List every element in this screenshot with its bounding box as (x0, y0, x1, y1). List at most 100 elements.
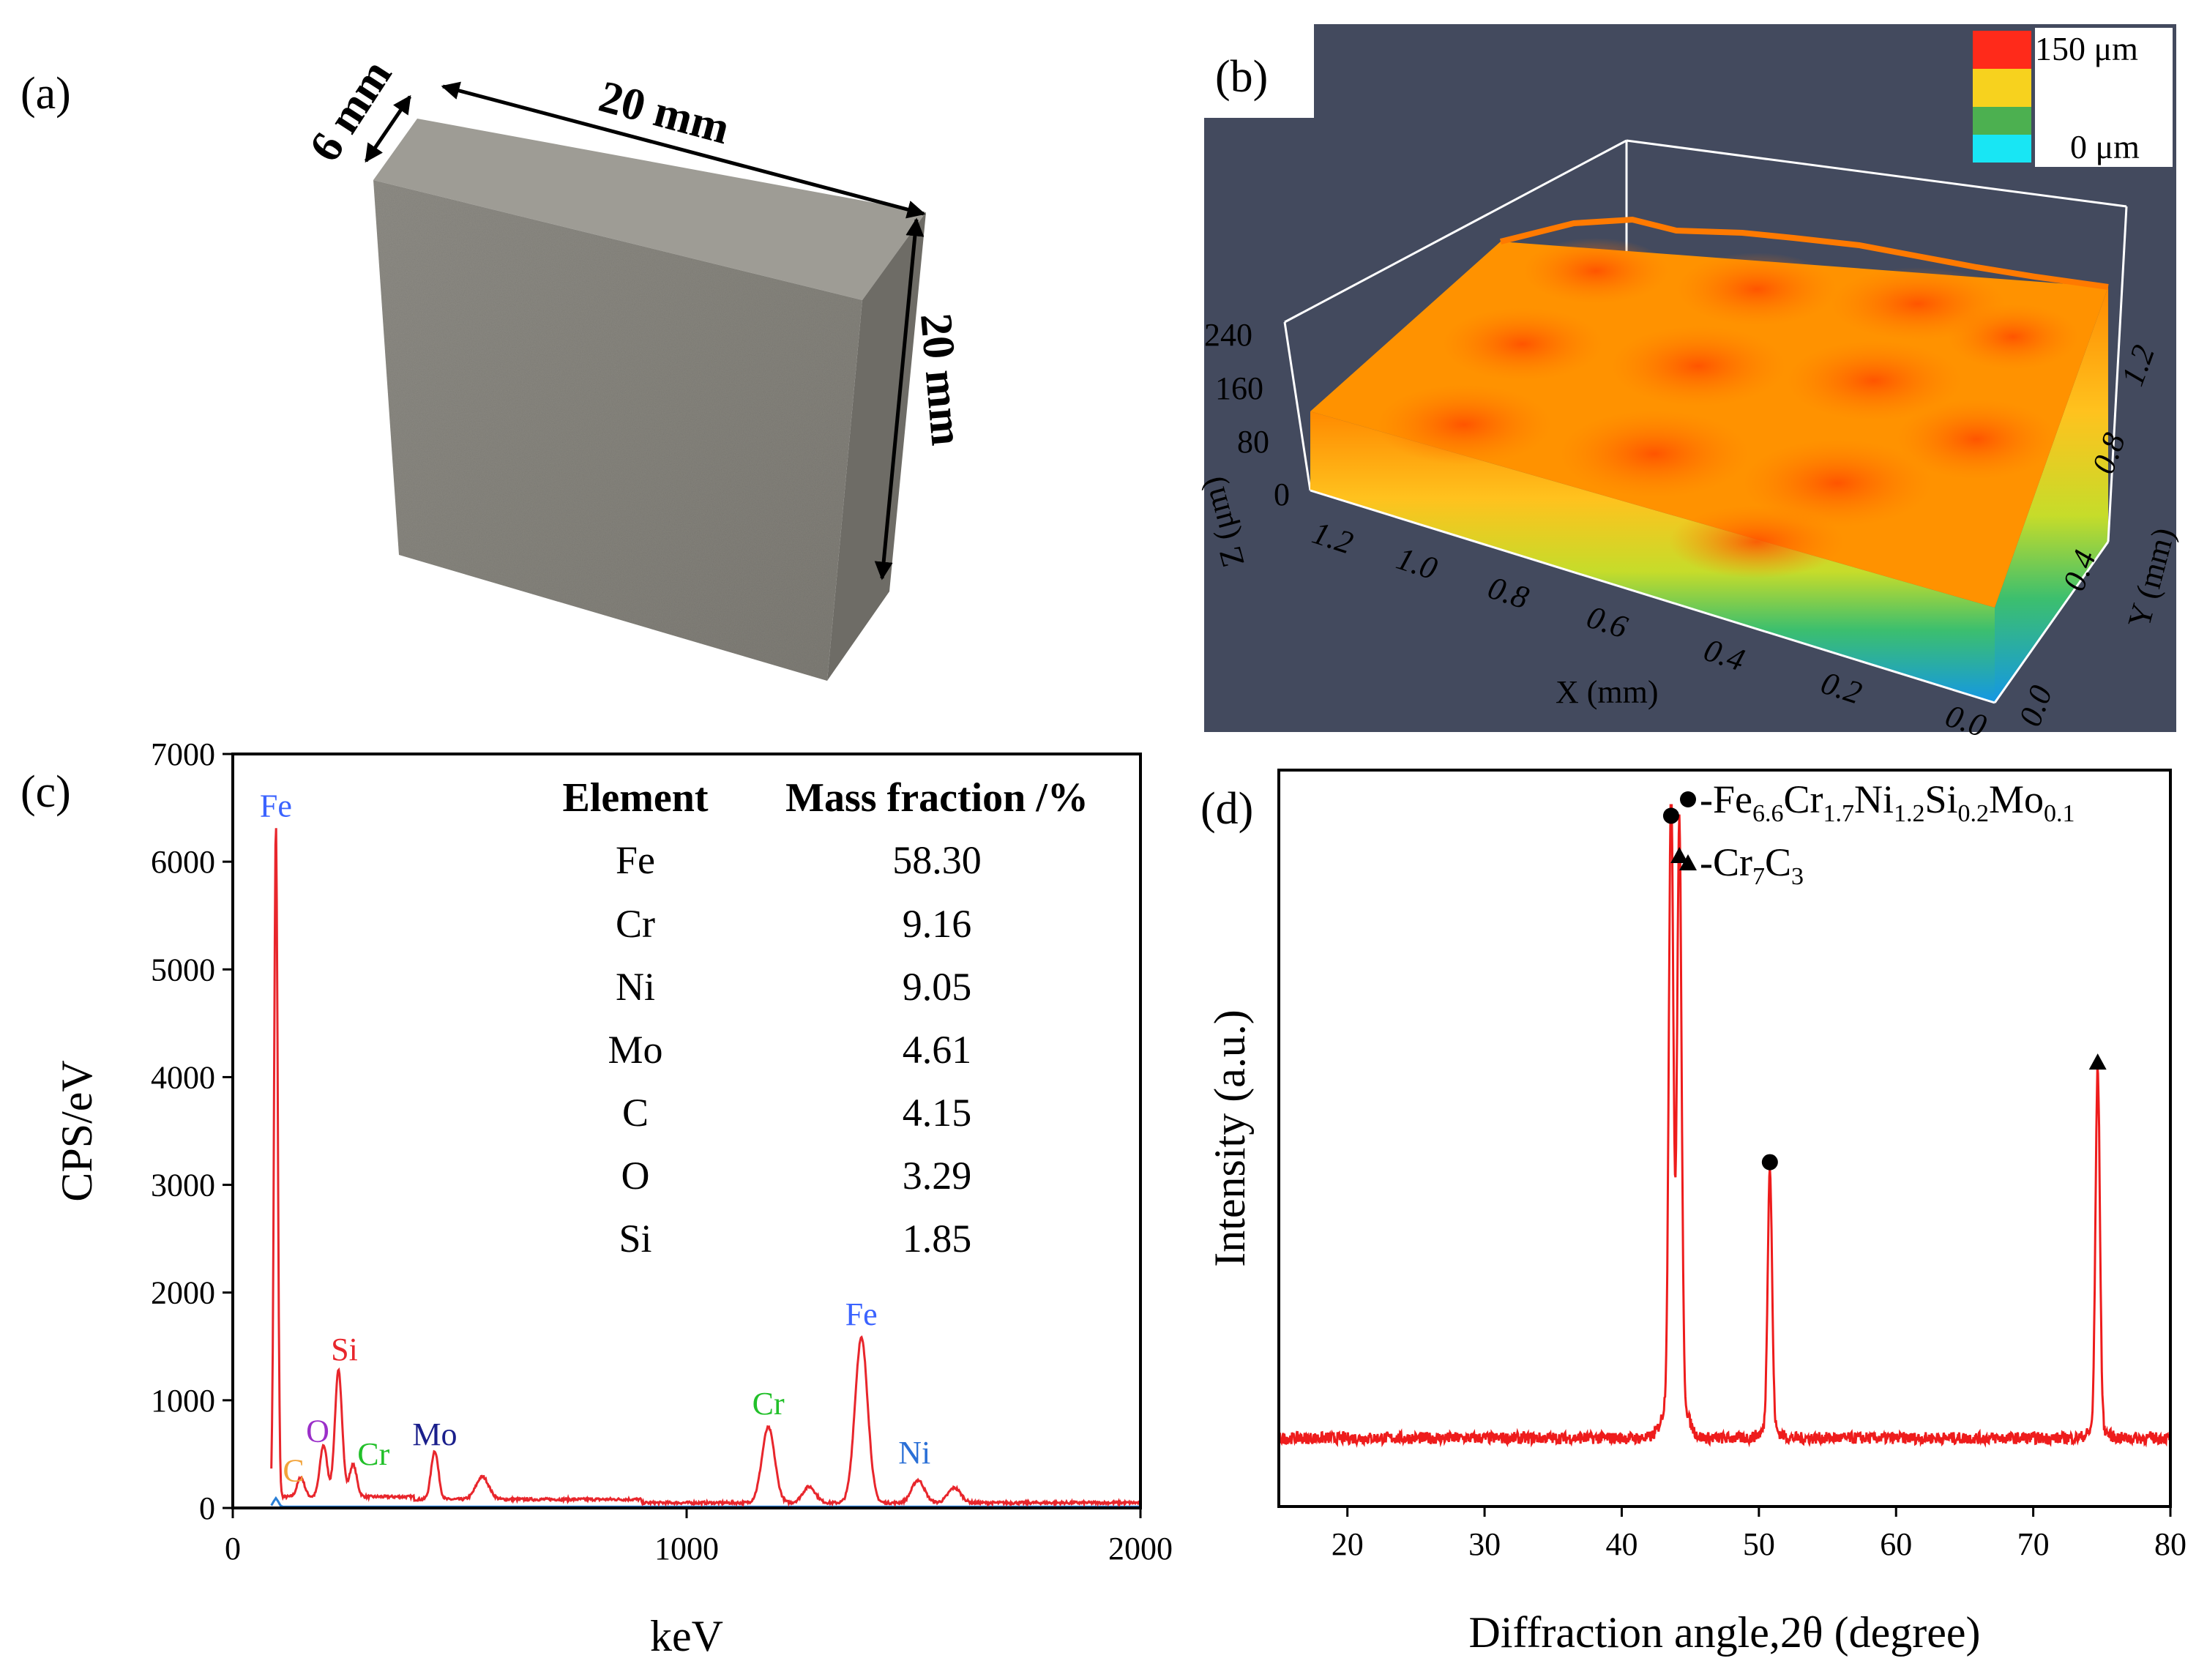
colorbar-label-box (2035, 28, 2173, 167)
legend-phase1-label: -Fe6.6Cr1.7Ni1.2Si0.2Mo0.1 (1700, 777, 2075, 827)
xrd-ticks: 20 30 40 50 60 70 80 (1332, 1507, 2187, 1562)
eds-y-tick-label: 5000 (151, 952, 215, 988)
xrd-x-tick-label: 50 (1743, 1526, 1775, 1562)
plot-box-front (1310, 206, 2128, 704)
table-cell-element: C (622, 1091, 649, 1135)
table-cell-value: 9.05 (903, 965, 972, 1009)
xrd-x-tick-label: 80 (2154, 1526, 2187, 1562)
eds-peak-label: Cr (753, 1386, 785, 1422)
surface-front-side (1310, 411, 1995, 703)
block-front-face (373, 180, 862, 681)
table-cell-element: O (621, 1154, 650, 1198)
panel-d-label: (d) (1200, 784, 1253, 834)
dim-height-label: 20 mm (911, 311, 971, 447)
colorbar-swatch-yellow (1973, 69, 2031, 107)
eds-y-tick-label: 7000 (151, 736, 215, 772)
eds-spectrum-line (270, 828, 1140, 1508)
eds-y-tick-label: 6000 (151, 844, 215, 880)
xrd-peak-markers (1662, 807, 2107, 1171)
eds-y-tick-label: 3000 (151, 1168, 215, 1203)
xrd-circle-marker (1761, 1154, 1778, 1171)
colorbar-swatch-red (1973, 31, 2031, 69)
panel-c: (c) CPS/eV keV 0 1000 2000 3000 4000 5000 6000… (20, 736, 1173, 1660)
dim-depth-label: 6 mm (300, 51, 402, 171)
table-cell-value: 4.61 (903, 1028, 972, 1072)
eds-peak-label: Si (331, 1332, 358, 1367)
panel-a: (a) 6 mm 20 mm 20 mm (20, 51, 972, 681)
table-cell-value: 58.30 (892, 838, 982, 882)
eds-peak-label: C (283, 1453, 304, 1489)
eds-x-tick-label: 0 (225, 1531, 241, 1567)
eds-x-axis-label: keV (650, 1612, 723, 1660)
colorbar-min-label: 0 μm (2070, 128, 2140, 165)
xrd-circle-marker (1662, 807, 1679, 824)
eds-peak-label: Fe (845, 1296, 878, 1332)
table-cell-element: Ni (616, 965, 655, 1009)
eds-x-tick-label: 2000 (1108, 1531, 1173, 1567)
xrd-x-tick-label: 60 (1880, 1526, 1912, 1562)
xrd-x-axis-label: Diffraction angle,2θ (degree) (1469, 1608, 1981, 1657)
eds-y-tick-label: 0 (199, 1490, 215, 1526)
z-tick: 240 (1204, 317, 1252, 353)
panel-a-label: (a) (20, 69, 71, 119)
eds-y-tick-label: 1000 (151, 1383, 215, 1419)
eds-y-tick-label: 2000 (151, 1275, 215, 1311)
table-cell-element: Fe (616, 838, 655, 882)
legend-phase2-label: -Cr7C3 (1700, 840, 1804, 890)
surface-topography (1376, 238, 2079, 578)
xrd-triangle-marker (1670, 847, 1689, 863)
table-cell-element: Cr (616, 902, 655, 946)
eds-ticks: 0 1000 2000 3000 4000 5000 6000 7000 0 1000 2000 (151, 736, 1173, 1567)
xrd-x-tick-label: 30 (1468, 1526, 1501, 1562)
dim-width-label: 20 mm (594, 72, 734, 154)
x-axis-label: X (mm) (1556, 674, 1659, 710)
eds-peak-label: O (306, 1413, 329, 1449)
colorbar-swatch-green (1973, 107, 2031, 135)
colorbar-swatch-cyan (1973, 135, 2031, 163)
surface-top-edge (1500, 216, 2109, 290)
xrd-plot-frame (1277, 769, 2172, 1508)
xrd-triangle-marker (2088, 1053, 2107, 1070)
xrd-legend: -Fe6.6Cr1.7Ni1.2Si0.2Mo0.1 -Cr7C3 (1679, 777, 2075, 890)
eds-peak-label: Mo (412, 1416, 457, 1452)
colorbar: 150 μm 0 μm (1973, 28, 2173, 167)
xrd-x-tick-label: 20 (1332, 1526, 1364, 1562)
eds-peak-label: Cr (357, 1436, 389, 1472)
table-cell-element: Mo (608, 1028, 662, 1072)
panel-d: (d) Intensity (a.u.) Diffraction angle,2… (1200, 769, 2187, 1657)
dim-width-arrow (441, 81, 926, 219)
table-cell-value: 3.29 (903, 1154, 972, 1198)
xrd-y-axis-label: Intensity (a.u.) (1206, 1009, 1254, 1267)
surface-right-side (1995, 287, 2108, 703)
eds-plot-frame (231, 753, 1142, 1509)
xrd-x-tick-label: 70 (2017, 1526, 2050, 1562)
colorbar-max-label: 150 μm (2035, 30, 2138, 67)
panel-c-label: (c) (20, 767, 71, 817)
z-tick: 160 (1215, 370, 1263, 406)
eds-y-axis-label: CPS/eV (53, 1060, 101, 1201)
plot-box-back (1283, 139, 2127, 491)
panel-b: (b) 150 μm 0 μm (1193, 24, 2182, 744)
dim-depth-arrow (364, 94, 412, 163)
z-tick: 0 (1274, 477, 1290, 512)
eds-y-tick-label: 4000 (151, 1059, 215, 1095)
xrd-pattern-line (1279, 804, 2170, 1448)
z-tick: 80 (1237, 424, 1269, 460)
table-cell-value: 9.16 (903, 902, 972, 946)
table-cell-value: 4.15 (903, 1091, 972, 1135)
xrd-x-tick-label: 40 (1605, 1526, 1637, 1562)
eds-peak-label: Ni (898, 1435, 930, 1471)
composition-table: Element Mass fraction /% Fe 58.30 Cr 9.1… (562, 775, 1088, 1261)
dim-height-arrow (874, 217, 925, 580)
panel-b-label-box (1204, 24, 1314, 118)
legend-triangle-icon (1679, 854, 1697, 870)
table-header-element: Element (562, 775, 708, 821)
table-header-mass: Mass fraction /% (785, 775, 1088, 821)
eds-x-tick-label: 1000 (654, 1531, 719, 1567)
eds-peak-label: Fe (260, 788, 292, 824)
table-cell-element: Si (619, 1217, 651, 1261)
panel-b-label: (b) (1215, 52, 1268, 102)
legend-circle-icon (1680, 791, 1696, 807)
